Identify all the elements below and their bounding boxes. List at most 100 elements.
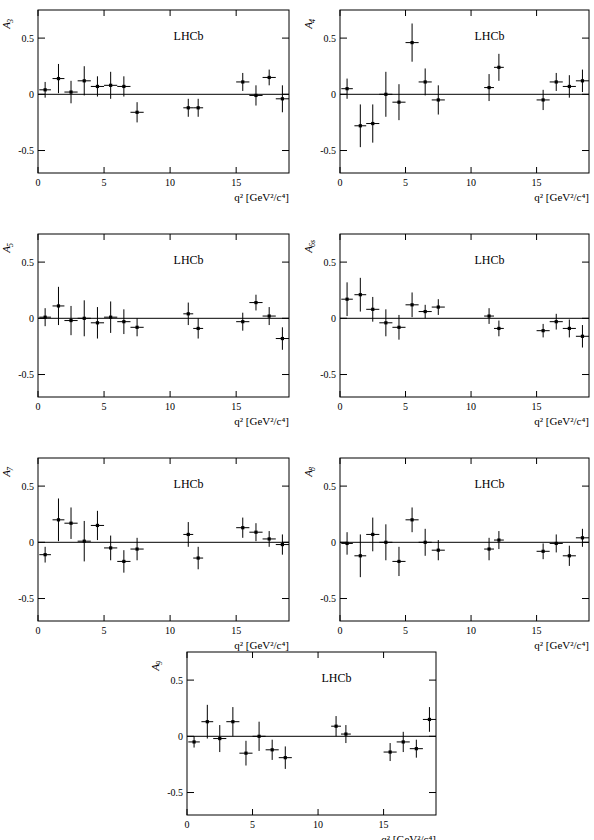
data-point bbox=[537, 543, 550, 559]
annotation: LHCb bbox=[321, 671, 351, 685]
data-point bbox=[576, 529, 589, 547]
x-tick bbox=[405, 391, 406, 397]
x-tick bbox=[252, 809, 253, 815]
marker bbox=[44, 553, 47, 556]
frame bbox=[187, 652, 436, 815]
x-tick bbox=[405, 234, 406, 240]
data-point bbox=[432, 85, 445, 114]
data-point bbox=[563, 546, 576, 566]
marker bbox=[187, 533, 190, 536]
marker bbox=[437, 549, 440, 552]
y-tick bbox=[282, 598, 289, 599]
x-tick bbox=[187, 652, 188, 658]
marker bbox=[109, 316, 112, 319]
x-tick-label: 15 bbox=[379, 819, 389, 830]
x-tick bbox=[236, 615, 237, 621]
y-label-subscript: 4 bbox=[308, 19, 317, 23]
x-tick bbox=[405, 167, 406, 173]
data-point bbox=[239, 741, 252, 766]
reference-line bbox=[340, 318, 589, 319]
marker bbox=[397, 326, 400, 329]
x-tick-label: 10 bbox=[165, 177, 175, 188]
marker bbox=[384, 93, 387, 96]
marker bbox=[581, 536, 584, 539]
marker bbox=[69, 90, 72, 93]
marker bbox=[44, 316, 47, 319]
data-point bbox=[419, 529, 432, 556]
x-tick-label: 15 bbox=[231, 177, 241, 188]
data-point bbox=[406, 23, 419, 61]
y-tick bbox=[38, 374, 45, 375]
frame bbox=[340, 458, 589, 621]
x-tick bbox=[340, 458, 341, 464]
x-label: q² [GeV²/c⁴] bbox=[534, 191, 589, 203]
data-point bbox=[550, 314, 563, 330]
data-point bbox=[341, 725, 351, 743]
marker bbox=[359, 124, 362, 127]
data-point bbox=[563, 75, 576, 97]
y-tick-label: 0.5 bbox=[22, 481, 35, 492]
x-tick bbox=[104, 458, 105, 464]
data-point bbox=[91, 76, 104, 96]
y-tick bbox=[340, 486, 347, 487]
data-point bbox=[379, 72, 392, 117]
marker bbox=[345, 542, 348, 545]
x-tick bbox=[405, 458, 406, 464]
data-point bbox=[410, 740, 423, 758]
data-point bbox=[432, 299, 445, 315]
x-tick bbox=[340, 615, 341, 621]
marker bbox=[542, 550, 545, 553]
marker bbox=[555, 542, 558, 545]
marker bbox=[424, 541, 427, 544]
x-tick bbox=[340, 391, 341, 397]
x-tick-label: 15 bbox=[532, 401, 542, 412]
x-tick bbox=[38, 615, 39, 621]
x-tick-label: 5 bbox=[250, 819, 255, 830]
data-point bbox=[253, 722, 266, 751]
data-point bbox=[188, 736, 200, 747]
x-tick bbox=[38, 10, 39, 16]
marker bbox=[241, 320, 244, 323]
reference-line bbox=[38, 94, 289, 95]
marker bbox=[542, 98, 545, 101]
x-tick bbox=[38, 234, 39, 240]
marker bbox=[268, 537, 271, 540]
x-tick bbox=[471, 458, 472, 464]
data-point bbox=[366, 104, 379, 142]
x-tick bbox=[340, 167, 341, 173]
data-point bbox=[354, 534, 366, 577]
data-point bbox=[279, 746, 292, 768]
data-point bbox=[392, 547, 405, 576]
marker bbox=[424, 80, 427, 83]
x-tick bbox=[340, 234, 341, 240]
marker bbox=[334, 725, 337, 728]
marker bbox=[397, 560, 400, 563]
reference-line bbox=[187, 736, 436, 737]
x-tick bbox=[471, 391, 472, 397]
x-tick-label: 15 bbox=[532, 177, 542, 188]
marker bbox=[497, 327, 500, 330]
data-point bbox=[392, 84, 405, 120]
y-tick-label: 0 bbox=[178, 731, 183, 742]
x-tick bbox=[170, 10, 171, 16]
marker bbox=[345, 87, 348, 90]
marker bbox=[257, 735, 260, 738]
marker bbox=[371, 308, 374, 311]
marker bbox=[581, 335, 584, 338]
y-label-subscript: 5 bbox=[6, 243, 15, 247]
x-tick-label: 0 bbox=[338, 625, 343, 636]
x-tick bbox=[405, 10, 406, 16]
x-tick-label: 10 bbox=[165, 625, 175, 636]
marker bbox=[254, 94, 257, 97]
x-label: q² [GeV²/c⁴] bbox=[234, 191, 289, 203]
plot-area bbox=[340, 278, 589, 348]
y-tick-label: 0.5 bbox=[171, 675, 184, 686]
data-point bbox=[263, 307, 276, 325]
data-point bbox=[494, 54, 504, 81]
marker bbox=[135, 326, 138, 329]
x-tick bbox=[536, 234, 537, 240]
marker bbox=[359, 293, 362, 296]
data-point bbox=[484, 538, 494, 560]
y-tick bbox=[282, 150, 289, 151]
reference-line bbox=[38, 318, 289, 319]
